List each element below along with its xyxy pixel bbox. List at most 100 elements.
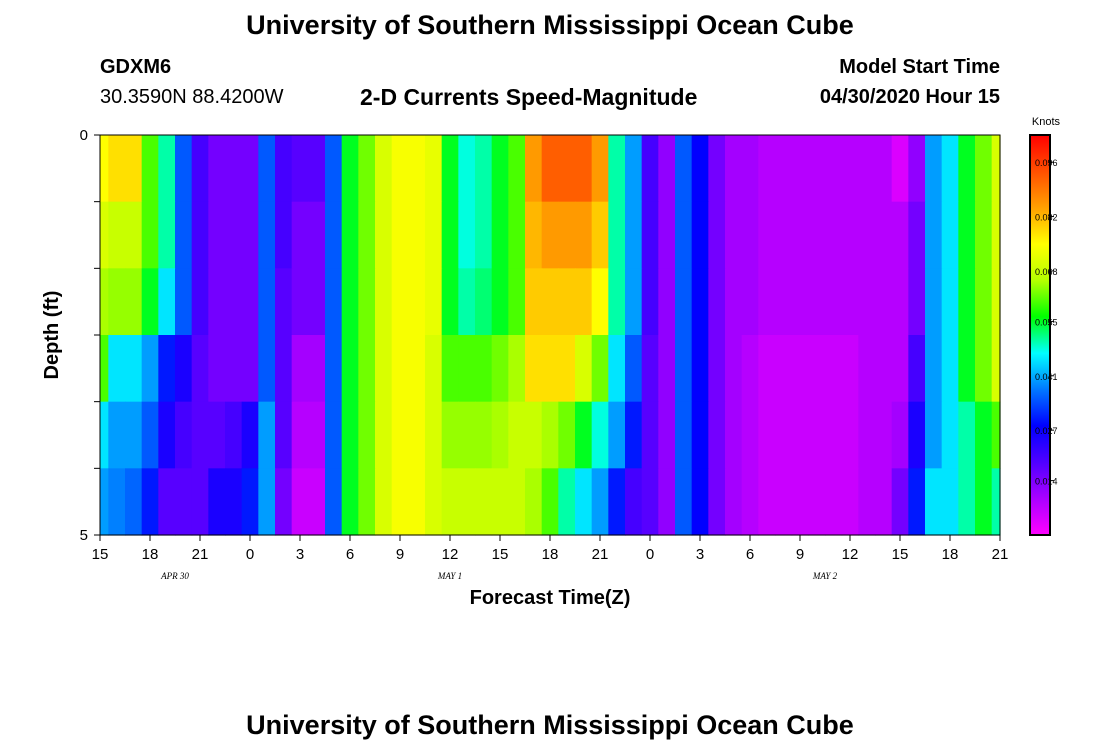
heatmap-cell <box>158 468 176 536</box>
heatmap-cell <box>658 201 676 269</box>
heatmap-cell <box>941 468 959 536</box>
heatmap-cell <box>258 201 276 269</box>
x-tick-label: 15 <box>892 546 909 563</box>
heatmap-cell <box>191 201 209 269</box>
heatmap-cell <box>241 335 259 403</box>
colorbar-tick-label: 0.068 <box>1035 267 1058 277</box>
heatmap-cell <box>775 135 793 203</box>
heatmap-cell <box>458 268 476 336</box>
heatmap-cell <box>958 201 976 269</box>
heatmap-cell <box>641 201 659 269</box>
x-tick-label: 18 <box>142 546 159 563</box>
y-tick-label: 5 <box>80 527 88 544</box>
heatmap-cell <box>825 135 843 203</box>
heatmap-cell <box>125 135 143 203</box>
x-tick-label: 15 <box>92 546 109 563</box>
heatmap-cell <box>925 468 943 536</box>
x-tick-label: 0 <box>246 546 254 563</box>
heatmap-cell <box>141 468 159 536</box>
heatmap-cell <box>358 201 376 269</box>
heatmap-cell <box>675 268 693 336</box>
heatmap-cell <box>825 468 843 536</box>
heatmap-cell <box>725 401 743 469</box>
heatmap-cell <box>991 401 1001 469</box>
heatmap-cell <box>141 201 159 269</box>
heatmap-cell <box>458 468 476 536</box>
heatmap-cell <box>325 135 343 203</box>
heatmap-cell <box>241 468 259 536</box>
heatmap-cell <box>791 135 809 203</box>
heatmap-cell <box>258 335 276 403</box>
heatmap-cell <box>558 468 576 536</box>
heatmap-cell <box>708 335 726 403</box>
heatmap-cell <box>908 135 926 203</box>
heatmap-cell <box>325 335 343 403</box>
x-tick-label: 6 <box>346 546 354 563</box>
heatmap-cell <box>925 268 943 336</box>
heatmap-cell <box>591 468 609 536</box>
heatmap-cell <box>541 335 559 403</box>
heatmap-cell <box>908 201 926 269</box>
heatmap-cell <box>975 268 993 336</box>
heatmap-cell <box>641 401 659 469</box>
heatmap-cell <box>675 135 693 203</box>
heatmap-cell <box>408 468 426 536</box>
heatmap-cell <box>958 135 976 203</box>
x-tick-label: 6 <box>746 546 754 563</box>
heatmap-cell <box>408 335 426 403</box>
heatmap-cell <box>591 268 609 336</box>
heatmap-cell <box>875 135 893 203</box>
heatmap-cell <box>658 135 676 203</box>
heatmap-cell <box>158 335 176 403</box>
heatmap-cell <box>575 335 593 403</box>
heatmap-cell <box>641 468 659 536</box>
heatmap-cell <box>925 401 943 469</box>
heatmap-cell <box>441 468 459 536</box>
heatmap-cell <box>308 468 326 536</box>
heatmap-cell <box>491 268 509 336</box>
heatmap-cell <box>108 268 126 336</box>
model-start-label: Model Start Time <box>839 56 1000 78</box>
heatmap-cell <box>141 268 159 336</box>
heatmap-cell <box>100 468 109 536</box>
heatmap-cell <box>558 335 576 403</box>
heatmap-cell <box>225 335 243 403</box>
heatmap-cell <box>775 401 793 469</box>
heatmap-cell <box>158 201 176 269</box>
heatmap-cell <box>691 201 709 269</box>
heatmap-cell <box>941 268 959 336</box>
heatmap-cell <box>741 335 759 403</box>
heatmap-cell <box>775 201 793 269</box>
heatmap-cell <box>991 468 1001 536</box>
heatmap-cell <box>225 135 243 203</box>
heatmap-cell <box>475 335 493 403</box>
colorbar <box>1029 134 1051 536</box>
heatmap-cell <box>525 468 543 536</box>
heatmap-cell <box>391 335 409 403</box>
heatmap-cell <box>191 401 209 469</box>
heatmap-cell <box>675 468 693 536</box>
heatmap-cell <box>558 201 576 269</box>
model-start-value: 04/30/2020 Hour 15 <box>819 86 1000 108</box>
heatmap-cell <box>375 335 393 403</box>
heatmap-cell <box>358 135 376 203</box>
x-tick-label: 0 <box>646 546 654 563</box>
heatmap-cell <box>825 401 843 469</box>
heatmap-cell <box>858 135 876 203</box>
heatmap-cell <box>458 201 476 269</box>
heatmap-cell <box>325 468 343 536</box>
date-label: APR 30 <box>160 571 189 581</box>
heatmap-cell <box>341 401 359 469</box>
x-tick-label: 21 <box>592 546 609 563</box>
x-tick-label: 21 <box>192 546 209 563</box>
heatmap-cell <box>125 401 143 469</box>
heatmap-cell <box>458 401 476 469</box>
station-coordinates: 30.3590N 88.4200W <box>100 86 284 108</box>
heatmap-cell <box>191 135 209 203</box>
heatmap-cell <box>991 335 1001 403</box>
heatmap-cell <box>725 201 743 269</box>
heatmap-cell <box>125 201 143 269</box>
heatmap-cell <box>308 135 326 203</box>
colorbar-tick-label: 0.014 <box>1035 477 1058 487</box>
heatmap-cell <box>741 201 759 269</box>
